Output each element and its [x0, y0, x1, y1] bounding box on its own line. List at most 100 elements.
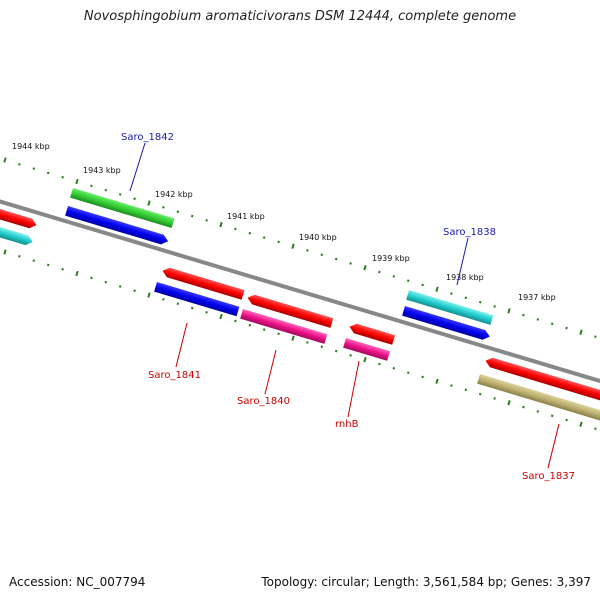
scale-label: 1943 kbp	[83, 166, 121, 175]
gene-label[interactable]: Saro_1842	[121, 132, 174, 143]
minor-tick	[334, 257, 338, 261]
minor-tick	[594, 335, 597, 338]
minor-tick	[162, 298, 165, 301]
minor-tick	[378, 362, 381, 366]
gene-label[interactable]: Saro_1840	[237, 396, 290, 407]
gene-arrow-saro-1837[interactable]	[477, 374, 600, 424]
minor-tick	[522, 313, 525, 317]
minor-tick	[205, 219, 208, 222]
minor-tick	[478, 300, 482, 304]
gene-label[interactable]: rnhB	[335, 419, 359, 430]
scale-label: 1941 kbp	[227, 212, 265, 221]
minor-tick	[450, 384, 453, 387]
minor-tick	[565, 326, 568, 330]
minor-tick	[234, 227, 237, 231]
gene-labels: Saro_1842 Saro_1841 Saro_1840 rnhB Saro_…	[121, 132, 575, 482]
gene-arrow-saro-1841[interactable]	[154, 282, 240, 317]
major-tick	[147, 200, 151, 206]
major-tick	[435, 378, 439, 384]
minor-tick	[550, 414, 554, 418]
major-tick	[75, 178, 79, 185]
minor-tick	[248, 323, 252, 327]
minor-tick	[133, 197, 136, 201]
gene-arrow-saro-1842[interactable]	[70, 188, 175, 229]
gene-arrow-red-1[interactable]	[161, 266, 245, 300]
minor-tick	[176, 210, 180, 214]
minor-tick	[536, 318, 540, 321]
major-tick	[75, 270, 79, 277]
scale-tracks	[3, 157, 597, 430]
gene-arrow-cyan-partial[interactable]	[0, 224, 34, 247]
map-title: Novosphingobium aromaticivorans DSM 1244…	[83, 9, 517, 24]
major-tick	[147, 292, 151, 298]
minor-tick	[406, 371, 410, 374]
minor-tick	[421, 283, 424, 287]
minor-tick	[392, 275, 396, 278]
major-tick	[3, 157, 7, 163]
gene-label[interactable]: Saro_1841	[148, 370, 201, 381]
minor-tick	[378, 270, 381, 274]
genome-summary: Topology: circular; Length: 3,561,584 bp…	[261, 575, 591, 589]
major-tick	[291, 335, 295, 341]
scale-label: 1939 kbp	[372, 254, 410, 263]
accession-label: Accession: NC_007794	[9, 575, 146, 589]
major-tick	[435, 286, 439, 292]
minor-tick	[421, 375, 424, 379]
gene-arrow-red-3[interactable]	[348, 322, 396, 345]
major-tick	[363, 357, 367, 363]
minor-tick	[392, 367, 396, 370]
gene-arrow-saro-1838[interactable]	[406, 290, 494, 325]
scale-label: 1937 kbp	[518, 293, 556, 302]
gene-arrow-red-2[interactable]	[246, 293, 334, 328]
gene-features	[0, 188, 600, 424]
gene-label[interactable]: Saro_1837	[522, 471, 575, 482]
major-tick	[507, 308, 511, 314]
minor-tick	[536, 410, 540, 413]
scale-labels: 1944 kbp 1943 kbp 1942 kbp 1941 kbp 1940…	[12, 142, 556, 302]
gene-arrow-red-partial[interactable]	[0, 206, 38, 230]
minor-tick	[349, 354, 352, 357]
minor-tick	[118, 193, 122, 196]
genome-backbone	[0, 199, 600, 384]
minor-tick	[46, 171, 50, 175]
scale-label: 1940 kbp	[299, 233, 337, 242]
gene-arrow-red-4[interactable]	[484, 356, 600, 406]
minor-tick	[320, 345, 324, 349]
minor-tick	[104, 280, 108, 284]
minor-tick	[550, 322, 554, 326]
minor-tick	[46, 263, 50, 267]
minor-tick	[493, 397, 496, 400]
minor-tick	[162, 206, 165, 209]
minor-tick	[190, 214, 194, 218]
label-leaders	[129, 142, 560, 469]
major-tick	[291, 243, 295, 249]
minor-tick	[306, 249, 309, 252]
gene-arrow-blue-1[interactable]	[65, 206, 169, 246]
minor-tick	[306, 341, 309, 344]
minor-tick	[493, 305, 496, 308]
leader-line	[129, 142, 146, 192]
gene-arrow-rnhb[interactable]	[343, 338, 391, 361]
minor-tick	[262, 328, 266, 331]
gene-label[interactable]: Saro_1838	[443, 227, 496, 238]
scale-label: 1944 kbp	[12, 142, 50, 151]
minor-tick	[205, 311, 208, 314]
leader-line	[456, 237, 469, 286]
minor-tick	[18, 255, 21, 258]
leader-line	[547, 423, 560, 469]
minor-tick	[464, 296, 468, 300]
minor-tick	[61, 175, 64, 179]
gene-arrow-saro-1840[interactable]	[240, 309, 328, 344]
minor-tick	[565, 418, 568, 422]
minor-tick	[349, 262, 352, 265]
minor-tick	[32, 167, 36, 170]
minor-tick	[262, 236, 266, 239]
scale-label: 1942 kbp	[155, 190, 193, 199]
gene-arrow-blue-2[interactable]	[402, 306, 491, 341]
minor-tick	[320, 253, 324, 257]
leader-line	[347, 360, 360, 418]
leader-line	[264, 349, 277, 395]
minor-tick	[277, 332, 280, 336]
